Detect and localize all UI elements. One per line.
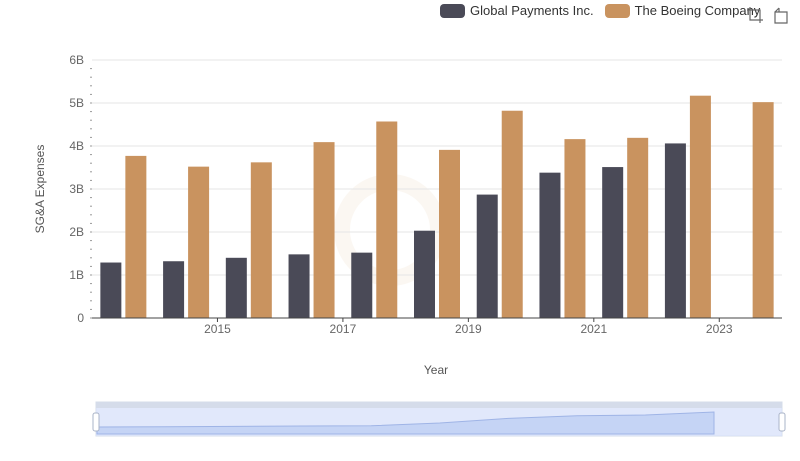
legend: Global Payments Inc. The Boeing Company: [440, 3, 771, 18]
bar-boeing[interactable]: [125, 155, 147, 318]
zoom-icon[interactable]: [746, 6, 764, 24]
bar-global-payments[interactable]: [163, 261, 185, 318]
y-tick-label: 3B: [69, 182, 84, 196]
bar-boeing[interactable]: [627, 137, 649, 318]
x-tick-label: 2017: [330, 322, 357, 336]
legend-item-global-payments[interactable]: Global Payments Inc.: [440, 3, 594, 18]
bar-global-payments[interactable]: [288, 254, 310, 318]
y-tick-label: 2B: [69, 225, 84, 239]
data-zoom-preview: [96, 411, 715, 435]
bar-boeing[interactable]: [752, 102, 774, 318]
axes: 0 1B 2B 3B 4B 5B 6B 2015 2017 2019 2021 2023: [69, 53, 782, 336]
bars: [100, 95, 774, 319]
bar-global-payments[interactable]: [539, 172, 561, 318]
bar-global-payments[interactable]: [476, 194, 498, 318]
y-tick-label: 5B: [69, 96, 84, 110]
bar-boeing[interactable]: [188, 166, 210, 318]
legend-item-boeing[interactable]: The Boeing Company: [604, 3, 761, 18]
x-tick-label: 2023: [706, 322, 733, 336]
x-tick-label: 2021: [580, 322, 607, 336]
data-zoom-handle-right[interactable]: [778, 412, 786, 432]
bar-global-payments[interactable]: [414, 230, 435, 318]
bar-boeing[interactable]: [564, 139, 586, 318]
x-tick-label: 2019: [455, 322, 482, 336]
data-zoom-slider[interactable]: [92, 401, 786, 437]
legend-swatch-global-payments: [440, 3, 465, 18]
y-tick-label: 1B: [69, 268, 84, 282]
bar-boeing[interactable]: [689, 95, 711, 318]
y-tick-label: 0: [77, 311, 84, 325]
data-zoom-top-bar[interactable]: [96, 402, 782, 408]
bar-boeing[interactable]: [501, 110, 523, 319]
y-tick-label: 4B: [69, 139, 84, 153]
x-tick-label: 2015: [204, 322, 231, 336]
data-zoom-handle-left[interactable]: [92, 412, 100, 432]
bar-global-payments[interactable]: [351, 252, 373, 318]
legend-label-global-payments: Global Payments Inc.: [470, 3, 594, 18]
y-axis-title: SG&A Expenses: [33, 145, 47, 234]
y-tick-label: 6B: [69, 53, 84, 67]
toolbox: [746, 6, 790, 24]
bar-global-payments[interactable]: [602, 167, 624, 318]
bar-global-payments[interactable]: [225, 257, 247, 318]
bar-boeing[interactable]: [376, 121, 398, 319]
legend-swatch-boeing: [604, 3, 630, 18]
bar-global-payments[interactable]: [664, 143, 686, 318]
legend-label-boeing: The Boeing Company: [634, 3, 761, 18]
bar-global-payments[interactable]: [100, 262, 122, 318]
bar-boeing[interactable]: [313, 142, 335, 318]
bar-boeing[interactable]: [439, 149, 460, 318]
restore-icon[interactable]: [772, 6, 790, 24]
x-axis-title: Year: [424, 363, 448, 377]
bar-boeing[interactable]: [250, 162, 272, 318]
